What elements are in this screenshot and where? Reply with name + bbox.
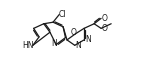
Text: Cl: Cl	[59, 10, 66, 19]
Text: N: N	[76, 41, 82, 50]
Text: N: N	[85, 35, 91, 44]
Text: O: O	[101, 24, 107, 33]
Text: O: O	[101, 14, 107, 23]
Text: HN: HN	[22, 41, 34, 50]
Text: N: N	[51, 39, 57, 48]
Text: O: O	[71, 28, 77, 37]
